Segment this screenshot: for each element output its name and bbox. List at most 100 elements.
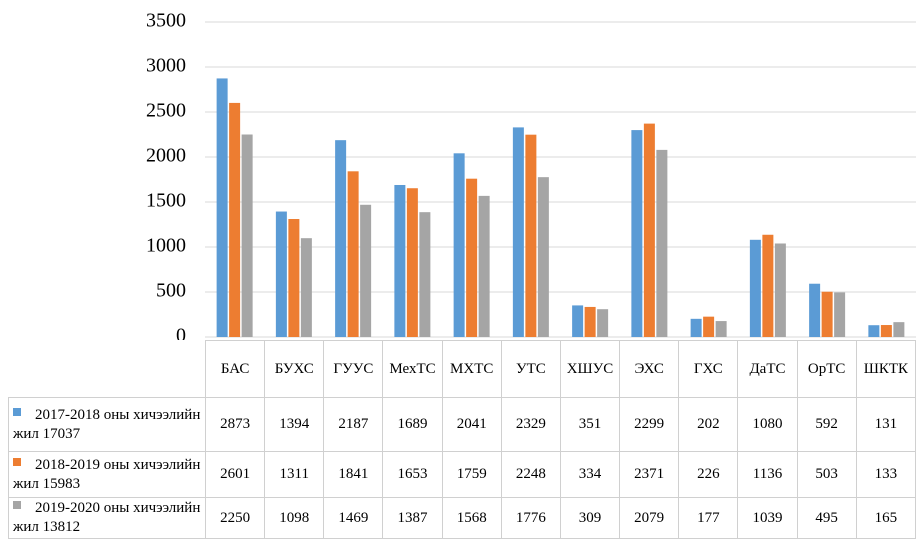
bar xyxy=(821,291,833,337)
value-cell: 1841 xyxy=(323,451,384,498)
legend-key xyxy=(13,501,21,509)
value-cell: 1387 xyxy=(382,497,443,539)
category-label: ХШУС xyxy=(559,340,621,398)
bar xyxy=(584,306,596,337)
category-label: МехТС xyxy=(382,340,443,398)
chart: 0 500 1000 1500 2000 2500 3000 3500 xyxy=(146,10,916,340)
value-cell: 2299 xyxy=(619,397,680,452)
bar xyxy=(300,238,312,337)
blank-cell xyxy=(8,340,206,398)
bar xyxy=(478,195,490,337)
bar xyxy=(715,321,727,337)
y-tick-label: 0 xyxy=(176,325,186,340)
value-cell: 2873 xyxy=(204,397,266,452)
bar xyxy=(643,123,655,337)
value-cell: 131 xyxy=(855,397,916,452)
series-name-cell: 2019-2020 оны хичээлийн жил 13812 xyxy=(8,497,206,539)
value-cell: 1568 xyxy=(441,497,502,539)
y-tick-label: 500 xyxy=(156,280,186,302)
bar xyxy=(216,78,228,338)
value-cell: 1136 xyxy=(737,451,798,498)
legend-key xyxy=(13,407,21,416)
data-table: БАС БУХС ГУУС МехТС МХТС УТС ХШУС ЭХС ГХС ДаТС ОрТ… xyxy=(8,340,916,539)
category-label: УТС xyxy=(500,340,561,398)
category-label: ЭХС xyxy=(619,340,680,398)
legend-label: 2019-2020 оны хичээлийн жил 13812 xyxy=(13,500,201,535)
value-cell: 592 xyxy=(796,397,857,452)
category-label: ШКТК xyxy=(855,340,916,398)
bar xyxy=(597,309,609,337)
category-label: БАС xyxy=(204,340,266,398)
y-tick-label: 3000 xyxy=(146,55,186,77)
bar xyxy=(466,178,478,337)
bar xyxy=(703,316,715,337)
bar xyxy=(880,325,892,337)
category-label: МХТС xyxy=(441,340,502,398)
bar xyxy=(631,130,643,337)
value-cell: 2041 xyxy=(441,397,502,452)
value-cell: 1759 xyxy=(441,451,502,498)
category-label: БУХС xyxy=(264,340,325,398)
value-cell: 133 xyxy=(855,451,916,498)
bar xyxy=(360,204,372,337)
value-cell: 2187 xyxy=(323,397,384,452)
value-cell: 1098 xyxy=(264,497,325,539)
value-cell: 2601 xyxy=(204,451,266,498)
y-tick-label: 1500 xyxy=(146,190,186,212)
bar xyxy=(809,283,821,337)
table-row: 2017-2018 оны хичээлийн жил 17037 2873 139… xyxy=(8,397,916,452)
table-row: 2019-2020 оны хичээлийн жил 13812 2250 109… xyxy=(8,497,916,539)
bar xyxy=(762,234,774,337)
bar xyxy=(690,318,702,337)
value-cell: 202 xyxy=(678,397,739,452)
category-label: ГУУС xyxy=(323,340,384,398)
bar xyxy=(275,211,287,337)
y-tick-label: 3500 xyxy=(146,10,186,32)
value-cell: 226 xyxy=(678,451,739,498)
value-cell: 1394 xyxy=(264,397,325,452)
bar xyxy=(774,243,786,337)
bar xyxy=(406,188,418,337)
bar xyxy=(241,134,253,337)
value-cell: 1311 xyxy=(264,451,325,498)
table-header-row: БАС БУХС ГУУС МехТС МХТС УТС ХШУС ЭХС ГХС ДаТС ОрТ… xyxy=(8,340,916,398)
value-cell: 1776 xyxy=(500,497,561,539)
category-label: ГХС xyxy=(678,340,739,398)
bar xyxy=(419,212,431,337)
bar xyxy=(537,177,549,337)
series-name-cell: 2017-2018 оны хичээлийн жил 17037 xyxy=(8,397,206,452)
value-cell: 1689 xyxy=(382,397,443,452)
bar xyxy=(394,184,406,337)
value-cell: 1469 xyxy=(323,497,384,539)
bar xyxy=(749,239,761,337)
category-label: ОрТС xyxy=(796,340,857,398)
table-row: 2018-2019 оны хичээлийн жил 15983 2601 131… xyxy=(8,451,916,498)
value-cell: 1080 xyxy=(737,397,798,452)
bar xyxy=(525,134,537,337)
value-cell: 309 xyxy=(559,497,621,539)
category-label: ДаТС xyxy=(737,340,798,398)
bar xyxy=(288,219,300,337)
value-cell: 2079 xyxy=(619,497,680,539)
value-cell: 177 xyxy=(678,497,739,539)
value-cell: 495 xyxy=(796,497,857,539)
legend-label: 2017-2018 оны хичээлийн жил 17037 xyxy=(13,406,201,442)
bar xyxy=(335,140,347,337)
value-cell: 503 xyxy=(796,451,857,498)
bar xyxy=(512,127,524,337)
value-cell: 2371 xyxy=(619,451,680,498)
value-cell: 351 xyxy=(559,397,621,452)
y-tick-label: 1000 xyxy=(146,235,186,257)
value-cell: 1653 xyxy=(382,451,443,498)
bar xyxy=(893,322,905,337)
legend-key xyxy=(13,457,21,466)
value-cell: 2248 xyxy=(500,451,561,498)
value-cell: 2250 xyxy=(204,497,266,539)
bar xyxy=(347,171,359,337)
y-tick-label: 2500 xyxy=(146,100,186,122)
y-tick-label: 2000 xyxy=(146,145,186,167)
value-cell: 165 xyxy=(855,497,916,539)
value-cell: 1039 xyxy=(737,497,798,539)
series-name-cell: 2018-2019 оны хичээлийн жил 15983 xyxy=(8,451,206,498)
